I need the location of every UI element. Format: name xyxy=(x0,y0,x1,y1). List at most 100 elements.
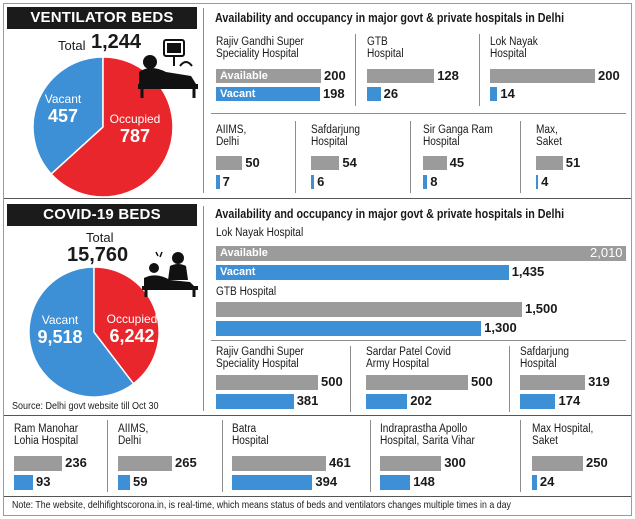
covid-total-label: Total xyxy=(86,230,114,245)
covid-panel-8-available-value: 461 xyxy=(329,455,351,470)
covid-panel-9-name: Hospital, Sarita Vihar xyxy=(380,435,475,447)
covid-panel-3-vacant-value: 381 xyxy=(296,393,319,408)
covid-panel-9-available-value: 300 xyxy=(444,455,466,470)
ventilator-panel-5-vacant-value: 6 xyxy=(317,174,325,189)
ventilator-panel-4-name: Delhi xyxy=(216,136,240,148)
ventilator-panel-1-available-bar xyxy=(216,69,321,83)
covid-panel-5-vacant-bar xyxy=(520,394,556,409)
ventilator-pie-slice-vacant xyxy=(32,56,104,176)
ventilator-panel-7-name: Max, xyxy=(536,124,558,136)
covid-panel-2-vacant-value: 1,300 xyxy=(484,320,517,335)
ventilator-panel-4-available-bar xyxy=(216,156,243,170)
covid-panel-1-legend-available: Available xyxy=(220,247,268,259)
covid-panel-10-name: Saket xyxy=(532,435,558,447)
ventilator-panel-3-available-bar xyxy=(490,69,595,83)
ventilator-panel-6-name: Sir Ganga Ram xyxy=(423,124,493,136)
ventilator-panel-7-vacant-value: 4 xyxy=(541,174,549,189)
ventilator-panel-1-vacant-value: 198 xyxy=(322,86,345,101)
covid-pie-chart xyxy=(28,266,160,398)
covid-panel-3-available-value: 500 xyxy=(320,374,343,389)
covid-panel-1-vacant-value: 1,435 xyxy=(511,264,545,279)
ventilator-panel-6-available-value: 45 xyxy=(449,155,465,170)
covid-panel-1-available-bar xyxy=(216,246,626,261)
divider xyxy=(509,346,510,412)
covid-panel-7-name: AIIMS, xyxy=(118,423,149,435)
covid-panel-1-available-value: 2,010 xyxy=(590,245,623,260)
covid-vacant-label: Vacant xyxy=(41,313,79,327)
covid-panel-4-vacant-value: 202 xyxy=(410,393,432,408)
ventilator-panel-7-available-bar xyxy=(536,156,563,170)
divider xyxy=(211,340,626,341)
ventilator-panel-1-name: Speciality Hospital xyxy=(216,48,299,60)
covid-panel-7-vacant-value: 59 xyxy=(133,474,148,489)
ventilator-panel-2-vacant-value: 26 xyxy=(383,86,399,101)
covid-panel-1-legend-vacant: Vacant xyxy=(220,266,256,278)
ventilator-panel-1-legend-available: Available xyxy=(220,70,268,82)
ventilator-panel-2-name: GTB xyxy=(367,36,388,48)
covid-panel-2-available-bar xyxy=(216,302,522,317)
ventilator-panel-7-vacant-bar xyxy=(536,175,539,189)
covid-panel-7-name: Delhi xyxy=(118,435,142,447)
covid-header: COVID-19 BEDS xyxy=(7,204,197,226)
divider xyxy=(410,121,411,193)
ventilator-panel-6-name: Hospital xyxy=(423,136,460,148)
covid-panel-7-vacant-bar xyxy=(118,475,131,490)
covid-panel-4-vacant-bar xyxy=(366,394,408,409)
covid-vacant-text: Vacant 9,518 xyxy=(30,313,90,348)
ventilator-panel-1-legend-vacant: Vacant xyxy=(220,88,256,100)
covid-pie-slice-vacant xyxy=(28,266,135,398)
covid-panel-10-vacant-bar xyxy=(532,475,537,490)
ventilator-panel-1-vacant-bar xyxy=(216,87,320,101)
covid-occupied-value: 6,242 xyxy=(109,326,155,346)
covid-panel-1-vacant-bar xyxy=(216,265,509,280)
covid-panel-9-vacant-value: 148 xyxy=(413,474,435,489)
ventilator-panel-4-name: AIIMS, xyxy=(216,124,247,136)
ventilator-bed-icon xyxy=(138,39,198,98)
divider xyxy=(203,206,204,411)
covid-panel-7-available-value: 265 xyxy=(175,455,197,470)
covid-panel-1-name: Lok Nayak Hospital xyxy=(216,227,304,239)
covid-panel-10-name: Max Hospital, xyxy=(532,423,594,435)
covid-panel-4-name: Sardar Patel Covid xyxy=(366,346,451,358)
ventilator-panel-4-vacant-bar xyxy=(216,175,220,189)
divider xyxy=(203,8,204,193)
covid-panel-8-vacant-bar xyxy=(232,475,313,490)
covid-panel-6-vacant-value: 93 xyxy=(35,474,51,489)
divider xyxy=(295,121,296,193)
ventilator-header: VENTILATOR BEDS xyxy=(7,7,197,29)
covid-panel-5-name: Safdarjung xyxy=(520,346,569,358)
ventilator-panel-7-name: Saket xyxy=(536,136,562,148)
covid-panel-6-name: Ram Manohar xyxy=(14,423,79,435)
divider xyxy=(479,34,480,106)
covid-subtitle: Availability and occupancy in major govt… xyxy=(215,207,565,221)
ventilator-occupied-value: 787 xyxy=(119,126,151,146)
ventilator-panel-2-available-value: 128 xyxy=(437,68,459,83)
covid-panel-5-vacant-value: 174 xyxy=(558,393,581,408)
ventilator-panel-5-name: Safdarjung xyxy=(311,124,360,136)
divider xyxy=(4,496,631,497)
covid-occupied-label: Occupied xyxy=(106,312,158,326)
ventilator-panel-1-name: Rajiv Gandhi Super xyxy=(216,36,304,48)
covid-panel-6-name: Lohia Hospital xyxy=(14,435,79,447)
covid-panel-3-available-bar xyxy=(216,375,318,390)
ventilator-vacant-value: 457 xyxy=(47,106,79,126)
covid-panel-8-available-bar xyxy=(232,456,327,471)
ventilator-panel-3-vacant-bar xyxy=(490,87,498,101)
covid-total-value: 15,760 xyxy=(67,244,129,266)
divider xyxy=(355,34,356,106)
covid-panel-7-available-bar xyxy=(118,456,173,471)
ventilator-occupied-label: Occupied xyxy=(109,112,161,126)
divider xyxy=(4,415,631,416)
ventilator-subtitle: Availability and occupancy in major govt… xyxy=(215,11,565,25)
covid-panel-3-name: Speciality Hospital xyxy=(216,358,299,370)
ventilator-occupied-text: Occupied 787 xyxy=(103,112,167,147)
infographic-frame xyxy=(3,3,632,516)
covid-vacant-value: 9,518 xyxy=(37,327,83,347)
covid-panel-4-available-value: 500 xyxy=(470,374,493,389)
covid-panel-9-vacant-bar xyxy=(380,475,411,490)
ventilator-panel-4-available-value: 50 xyxy=(245,155,260,170)
ventilator-panel-3-available-value: 200 xyxy=(598,68,620,83)
ventilator-panel-6-vacant-bar xyxy=(423,175,428,189)
covid-panel-5-available-bar xyxy=(520,375,586,390)
ventilator-panel-3-vacant-value: 14 xyxy=(500,86,515,101)
